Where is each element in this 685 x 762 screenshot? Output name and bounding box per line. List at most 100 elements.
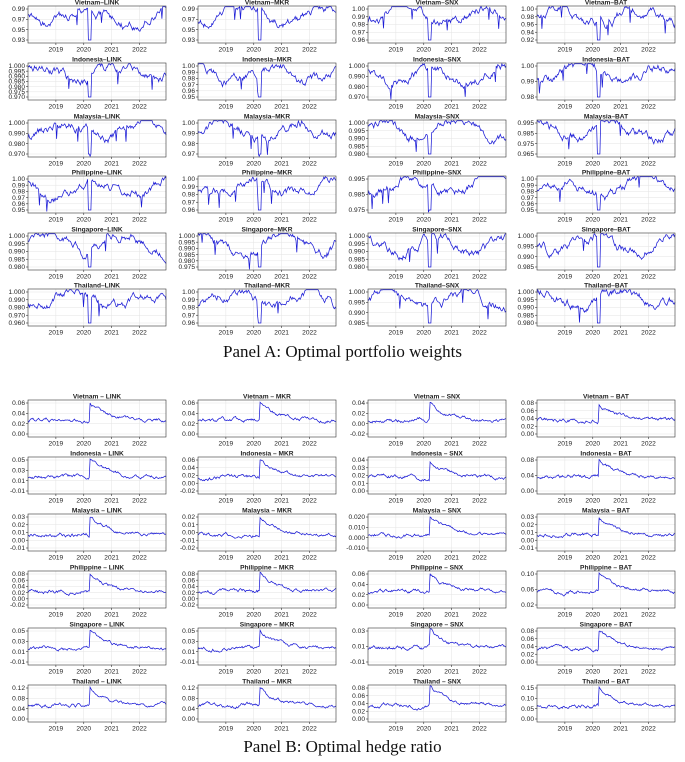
x-tick-label: 2019 xyxy=(558,498,573,505)
x-tick-label: 2021 xyxy=(274,555,289,562)
x-tick-label: 2019 xyxy=(389,330,404,337)
y-tick-label: 0.990 xyxy=(8,74,25,81)
x-tick-label: 2020 xyxy=(585,217,600,224)
y-tick-label: 0.03 xyxy=(352,628,365,635)
subplot-title: Singapore – SNX xyxy=(410,622,464,629)
plot-frame xyxy=(197,232,337,271)
x-tick-label: 2021 xyxy=(274,330,289,337)
x-tick-label: 2022 xyxy=(472,217,487,224)
y-tick-label: 0.93 xyxy=(182,37,195,44)
y-tick-label: 0.985 xyxy=(348,320,365,327)
x-tick-label: 2019 xyxy=(558,274,573,281)
x-tick-label: 2022 xyxy=(641,555,656,562)
y-tick-label: 0.990 xyxy=(348,136,365,143)
y-tick-label: 0.97 xyxy=(182,199,195,206)
x-tick-label: 2020 xyxy=(416,669,431,676)
plot-frame xyxy=(367,399,507,438)
x-tick-label: 2022 xyxy=(472,612,487,619)
y-tick-label: -0.02 xyxy=(350,431,365,438)
x-tick-label: 2021 xyxy=(613,104,628,111)
y-tick-label: 0.985 xyxy=(8,256,25,263)
x-tick-label: 2021 xyxy=(104,330,119,337)
subplot-thailand-mkr: Thailand–MKR 1.000.990.980.970.96 2019 2020… xyxy=(182,283,337,337)
x-tick-label: 2020 xyxy=(585,555,600,562)
subplot-title: Malaysia–LINK xyxy=(74,114,121,121)
x-tick-label: 2021 xyxy=(444,726,459,733)
y-tick-label: 0.01 xyxy=(182,522,195,529)
x-tick-label: 2022 xyxy=(641,726,656,733)
subplot-philippine-mkr: Philippine – MKR 0.080.060.040.020.00-0.0… xyxy=(180,565,337,619)
y-tick-label: 0.98 xyxy=(182,192,195,199)
x-tick-label: 2019 xyxy=(49,612,64,619)
y-tick-label: 0.995 xyxy=(517,244,534,251)
y-tick-label: 0.12 xyxy=(182,685,195,692)
y-tick-label: 0.990 xyxy=(348,249,365,256)
subplot-title: Indonesia – LINK xyxy=(70,451,124,458)
y-tick-label: 0.980 xyxy=(348,264,365,271)
subplot-title: Malaysia – MKR xyxy=(242,508,292,515)
plot-frame xyxy=(197,684,337,723)
series-line xyxy=(536,232,676,268)
y-tick-label: 0.00 xyxy=(521,488,534,495)
y-tick-label: 0.08 xyxy=(182,696,195,703)
series-line xyxy=(536,403,676,425)
y-tick-label: 0.975 xyxy=(178,264,195,271)
series-line xyxy=(536,458,676,480)
y-tick-label: 0.980 xyxy=(8,305,25,312)
subplot-title: Indonesia – SNX xyxy=(411,451,463,458)
y-tick-label: 0.92 xyxy=(521,37,534,44)
x-tick-label: 2021 xyxy=(613,726,628,733)
x-tick-label: 2020 xyxy=(416,330,431,337)
subplot-title: Vietnam – SNX xyxy=(414,394,461,401)
y-tick-label: 0.985 xyxy=(178,252,195,259)
y-tick-label: 0.990 xyxy=(8,249,25,256)
x-tick-label: 2020 xyxy=(585,161,600,168)
series-line xyxy=(367,62,507,100)
subplot-title: Vietnam – BAT xyxy=(583,394,629,401)
x-tick-label: 2022 xyxy=(132,441,147,448)
subplot-philippine-snx: Philippine – SNX 0.06 0.04 0.02 0.00 2019 2020… xyxy=(352,565,507,619)
x-tick-label: 2020 xyxy=(585,669,600,676)
series-line xyxy=(197,289,337,324)
series-line xyxy=(27,402,167,424)
x-tick-label: 2020 xyxy=(246,669,261,676)
x-tick-label: 2021 xyxy=(274,498,289,505)
subplot-philippine-mkr: Philippine–MKR 1.000.990.980.970.96 2019 20… xyxy=(182,170,337,224)
y-tick-label: 0.02 xyxy=(182,590,195,597)
y-tick-label: 0.980 xyxy=(517,320,534,327)
subplot-vietnam-snx: Vietnam–SNX 1.000.990.980.970.96 2019 2020 2… xyxy=(352,0,507,54)
x-tick-label: 2021 xyxy=(444,217,459,224)
y-tick-label: 0.08 xyxy=(521,457,534,464)
y-tick-label: 0.970 xyxy=(8,151,25,158)
x-tick-label: 2020 xyxy=(246,498,261,505)
x-tick-label: 2022 xyxy=(472,161,487,168)
y-tick-label: -0.02 xyxy=(180,602,195,609)
subplot-malaysia-bat: Malaysia–BAT 0.995 0.985 0.975 0.965 2019 2020… xyxy=(517,114,676,168)
y-tick-label: -0.02 xyxy=(180,488,195,495)
series-line xyxy=(197,686,337,710)
x-tick-label: 2022 xyxy=(472,104,487,111)
x-tick-label: 2020 xyxy=(76,441,91,448)
y-tick-label: 0.970 xyxy=(8,312,25,319)
plot-frame xyxy=(197,399,337,438)
y-tick-label: 1.00 xyxy=(182,120,195,127)
x-tick-label: 2019 xyxy=(558,555,573,562)
y-tick-label: 0.00 xyxy=(182,530,195,537)
plot-frame xyxy=(367,456,507,495)
y-tick-label: 0.03 xyxy=(521,514,534,521)
subplot-title: Thailand – MKR xyxy=(242,679,292,686)
y-tick-label: 0.985 xyxy=(348,192,365,199)
y-tick-label: 0.995 xyxy=(348,241,365,248)
subplot-title: Malaysia–SNX xyxy=(415,114,460,121)
y-tick-label: 0.12 xyxy=(12,685,25,692)
x-tick-label: 2020 xyxy=(246,161,261,168)
y-tick-label: 0.970 xyxy=(8,94,25,101)
subplot-title: Philippine – SNX xyxy=(411,565,464,572)
x-tick-label: 2019 xyxy=(389,104,404,111)
y-tick-label: 0.00 xyxy=(352,488,365,495)
x-tick-label: 2021 xyxy=(444,555,459,562)
y-tick-label: 0.06 xyxy=(352,693,365,700)
y-tick-label: 0.980 xyxy=(348,84,365,91)
plot-frame xyxy=(27,627,167,666)
